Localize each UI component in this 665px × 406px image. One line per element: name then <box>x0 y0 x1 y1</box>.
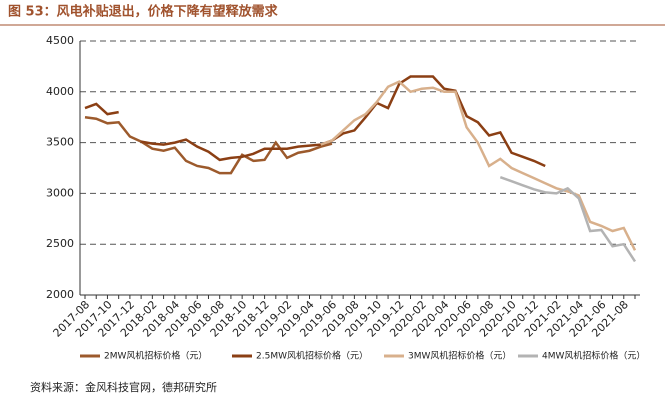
series-line <box>84 115 333 175</box>
y-tick-label: 4500 <box>46 34 74 47</box>
series-line <box>84 75 546 168</box>
legend-label: 3MW风机招标价格（元） <box>408 350 511 362</box>
source-note: 资料来源：金风科技官网，德邦研究所 <box>30 380 217 394</box>
legend-label: 2.5MW风机招标价格（元） <box>256 350 368 362</box>
legend-label: 2MW风机招标价格（元） <box>104 350 207 362</box>
y-tick-label: 4000 <box>46 85 74 98</box>
series-line <box>499 175 637 263</box>
chart-title: 图 53：风电补贴退出，价格下降有望释放需求 <box>8 4 279 20</box>
y-tick-label: 2500 <box>46 237 74 250</box>
y-tick-label: 3000 <box>46 186 74 199</box>
y-tick-label: 2000 <box>46 288 74 301</box>
y-tick-label: 3500 <box>46 136 74 149</box>
series-line <box>320 80 637 251</box>
legend-label: 4MW风机招标价格（元） <box>542 350 645 362</box>
